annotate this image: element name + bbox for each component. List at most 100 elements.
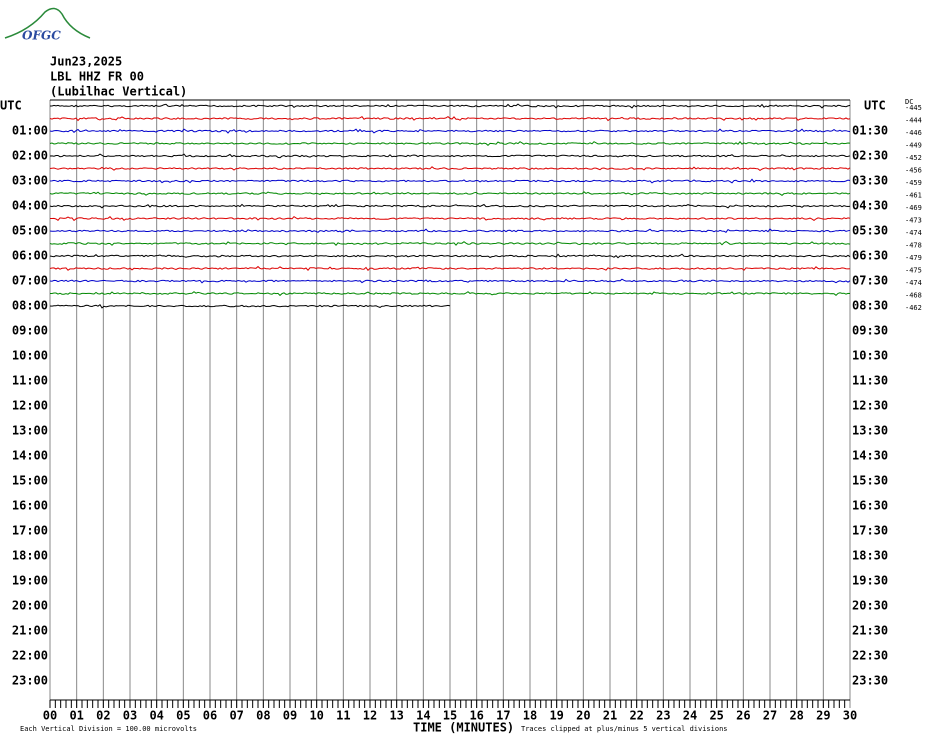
dc-value: -474	[905, 229, 922, 237]
left-label: 06:00	[12, 249, 48, 263]
dc-value: -468	[905, 292, 922, 300]
x-label: 11	[336, 709, 350, 723]
right-label: 22:30	[852, 649, 888, 663]
x-label: 26	[736, 709, 750, 723]
dc-value: -469	[905, 204, 922, 212]
trace	[49, 278, 851, 284]
right-label: 01:30	[852, 124, 888, 138]
left-label: 18:00	[12, 549, 48, 563]
right-label: 04:30	[852, 199, 888, 213]
right-label: 05:30	[852, 224, 888, 238]
location: (Lubilhac Vertical)	[50, 85, 187, 99]
left-label: 15:00	[12, 474, 48, 488]
x-label: 22	[629, 709, 643, 723]
right-label: 23:30	[852, 674, 888, 688]
dc-value: -445	[905, 104, 922, 112]
dc-value: -478	[905, 242, 922, 250]
left-label: 09:00	[12, 324, 48, 338]
x-label: 16	[469, 709, 483, 723]
right-label: 02:30	[852, 149, 888, 163]
trace	[49, 153, 851, 159]
left-label: 14:00	[12, 449, 48, 463]
trace	[50, 291, 851, 297]
trace	[49, 228, 851, 233]
clip-note: Traces clipped at plus/minus 5 vertical …	[521, 725, 728, 733]
x-label: 08	[256, 709, 270, 723]
trace	[49, 203, 851, 209]
right-label: 15:30	[852, 474, 888, 488]
dc-value: -461	[905, 192, 922, 200]
x-label: 23	[656, 709, 670, 723]
x-label: 00	[43, 709, 57, 723]
x-label: 29	[816, 709, 830, 723]
left-label: 07:00	[12, 274, 48, 288]
dc-value: -473	[905, 217, 922, 225]
right-label: 10:30	[852, 349, 888, 363]
x-label: 15	[443, 709, 457, 723]
left-label: 13:00	[12, 424, 48, 438]
right-label: 21:30	[852, 624, 888, 638]
right-label: 12:30	[852, 399, 888, 413]
x-label: 01	[69, 709, 83, 723]
left-label: 12:00	[12, 399, 48, 413]
dc-value: -479	[905, 254, 922, 262]
left-label: 16:00	[12, 499, 48, 513]
left-label: 04:00	[12, 199, 48, 213]
left-label: 22:00	[12, 649, 48, 663]
right-label: 14:30	[852, 449, 888, 463]
x-label: 07	[229, 709, 243, 723]
trace	[49, 253, 851, 259]
dc-value: -446	[905, 129, 922, 137]
dc-value: -449	[905, 142, 922, 150]
x-label: 10	[309, 709, 323, 723]
left-label: 02:00	[12, 149, 48, 163]
dc-value: -444	[905, 117, 922, 125]
x-label: 06	[203, 709, 217, 723]
x-label: 05	[176, 709, 190, 723]
x-label: 14	[416, 709, 430, 723]
x-label: 18	[523, 709, 537, 723]
logo-curve	[4, 7, 91, 39]
trace	[50, 215, 851, 222]
right-label: 03:30	[852, 174, 888, 188]
right-label: 17:30	[852, 524, 888, 538]
trace	[50, 103, 851, 109]
left-header: UTC	[0, 99, 22, 113]
x-label: 20	[576, 709, 590, 723]
x-label: 02	[96, 709, 110, 723]
x-label: 28	[789, 709, 803, 723]
x-label: 04	[149, 709, 163, 723]
trace	[49, 178, 851, 184]
x-label: 17	[496, 709, 510, 723]
x-label: 27	[763, 709, 777, 723]
dc-header: DC	[905, 98, 913, 106]
left-label: 23:00	[12, 674, 48, 688]
x-label: 13	[389, 709, 403, 723]
x-label: 25	[709, 709, 723, 723]
x-label: 24	[683, 709, 697, 723]
dc-value: -452	[905, 154, 922, 162]
dc-value: -456	[905, 167, 922, 175]
left-label: 10:00	[12, 349, 48, 363]
right-label: 07:30	[852, 274, 888, 288]
left-label: 03:00	[12, 174, 48, 188]
right-label: 18:30	[852, 549, 888, 563]
right-label: 19:30	[852, 574, 888, 588]
left-label: 20:00	[12, 599, 48, 613]
right-label: 11:30	[852, 374, 888, 388]
dc-value: -459	[905, 179, 922, 187]
dc-value: -474	[905, 279, 922, 287]
left-label: 05:00	[12, 224, 48, 238]
left-label: 01:00	[12, 124, 48, 138]
left-label: 11:00	[12, 374, 48, 388]
station: LBL HHZ FR 00	[50, 70, 144, 84]
logo: OFGC	[22, 29, 61, 43]
division-note: Each Vertical Division = 100.00 microvol…	[20, 725, 197, 733]
x-label: 03	[123, 709, 137, 723]
right-label: 16:30	[852, 499, 888, 513]
right-label: 06:30	[852, 249, 888, 263]
right-label: 09:30	[852, 324, 888, 338]
left-label: 21:00	[12, 624, 48, 638]
x-label: 12	[363, 709, 377, 723]
